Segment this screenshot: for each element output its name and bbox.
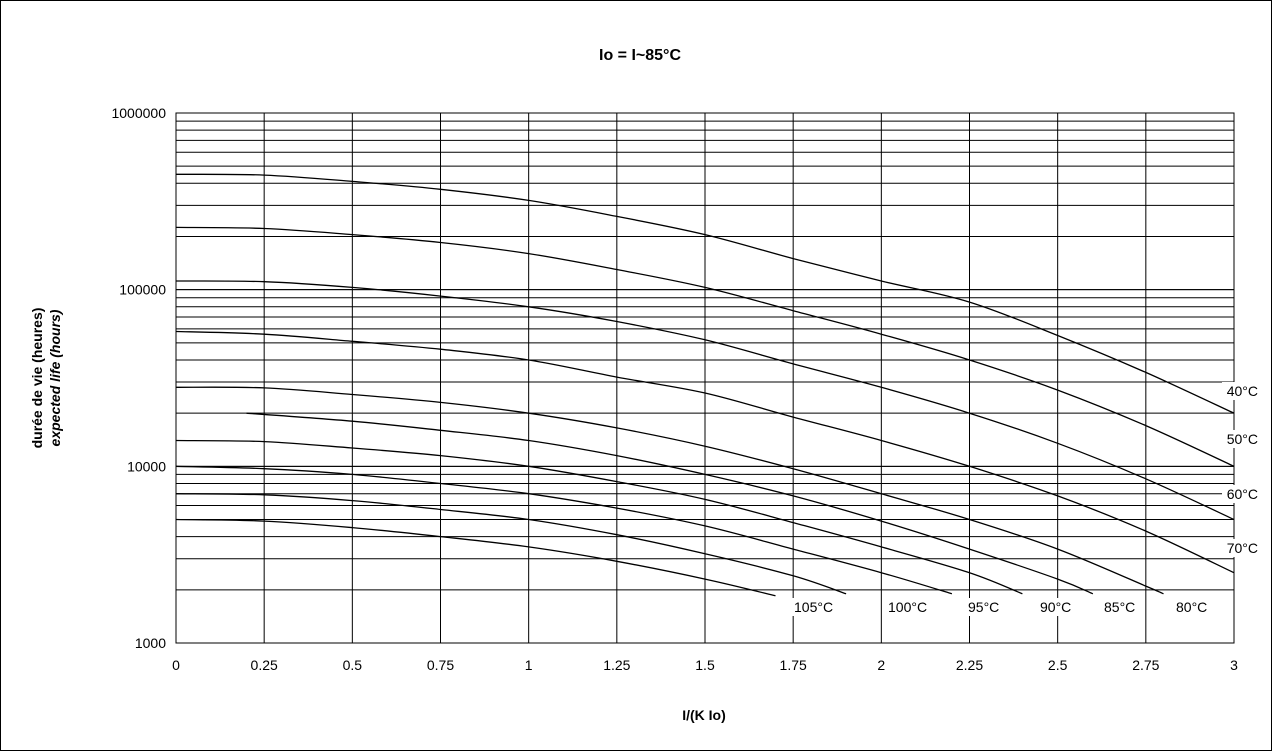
x-tick-label: 1.5 [695, 657, 715, 673]
series-label: 85°C [1104, 599, 1135, 615]
series-line [175, 518, 776, 597]
x-tick-label: 1 [525, 657, 533, 673]
series-labels: 40°C 50°C 60°C 70°C 80°C 85°C 90°C 95°C 100°C 105… [792, 382, 1258, 616]
series-line [175, 493, 847, 595]
series-label: 90°C [1040, 599, 1071, 615]
series-label-bg [1222, 382, 1258, 400]
series-label: 60°C [1227, 486, 1258, 502]
series-label-bg [1222, 539, 1258, 557]
x-tick-label: 2 [877, 657, 885, 673]
series-label-bg [792, 598, 836, 616]
x-tick-label: 3 [1230, 657, 1238, 673]
series-line [246, 412, 1094, 595]
series-line [175, 386, 1164, 595]
y-tick-label: 100000 [119, 282, 166, 298]
series-line [175, 226, 1235, 467]
x-tick-label: 0.25 [251, 657, 278, 673]
tick-labels: 0 0.25 0.5 0.75 1 1.25 1.5 1.75 2 2.25 2.5 2.75 3 100… [111, 105, 1238, 673]
x-tick-label: 1.75 [780, 657, 807, 673]
x-tick-label: 2.75 [1132, 657, 1159, 673]
y-axis-label-fr: durée de vie (heures) [29, 308, 45, 449]
series-lines [175, 173, 1235, 597]
series-label: 70°C [1227, 540, 1258, 556]
x-tick-label: 2.5 [1048, 657, 1068, 673]
series-line [175, 280, 1235, 521]
series-label-bg [1222, 430, 1258, 448]
y-tick-label: 10000 [127, 458, 166, 474]
series-label: 40°C [1227, 383, 1258, 399]
series-label: 95°C [968, 599, 999, 615]
series-label: 50°C [1227, 431, 1258, 447]
y-axis-label-en: expected life (hours) [47, 309, 63, 446]
series-label: 80°C [1176, 599, 1207, 615]
plot-area [175, 112, 1235, 644]
x-tick-label: 0.75 [427, 657, 454, 673]
series-label: 100°C [888, 599, 927, 615]
x-tick-label: 0.5 [343, 657, 363, 673]
y-tick-label: 1000000 [111, 105, 166, 121]
grid [175, 112, 1235, 644]
series-line [175, 439, 1023, 595]
series-line [175, 330, 1235, 574]
x-tick-label: 0 [172, 657, 180, 673]
series-label-bg [1174, 598, 1210, 616]
series-line [175, 465, 953, 595]
series-label: 105°C [794, 599, 833, 615]
y-tick-label: 1000 [135, 635, 166, 651]
series-label-bg [1222, 485, 1258, 503]
x-tick-label: 2.25 [956, 657, 983, 673]
series-label-bg [1038, 598, 1074, 616]
series-label-bg [1102, 598, 1138, 616]
series-label-bg [886, 598, 930, 616]
chart-title: Io = I~85°C [599, 47, 681, 64]
x-axis-label: I/(K Io) [682, 707, 726, 723]
series-line [175, 173, 1235, 414]
series-label-bg [966, 598, 1002, 616]
x-tick-label: 1.25 [603, 657, 630, 673]
